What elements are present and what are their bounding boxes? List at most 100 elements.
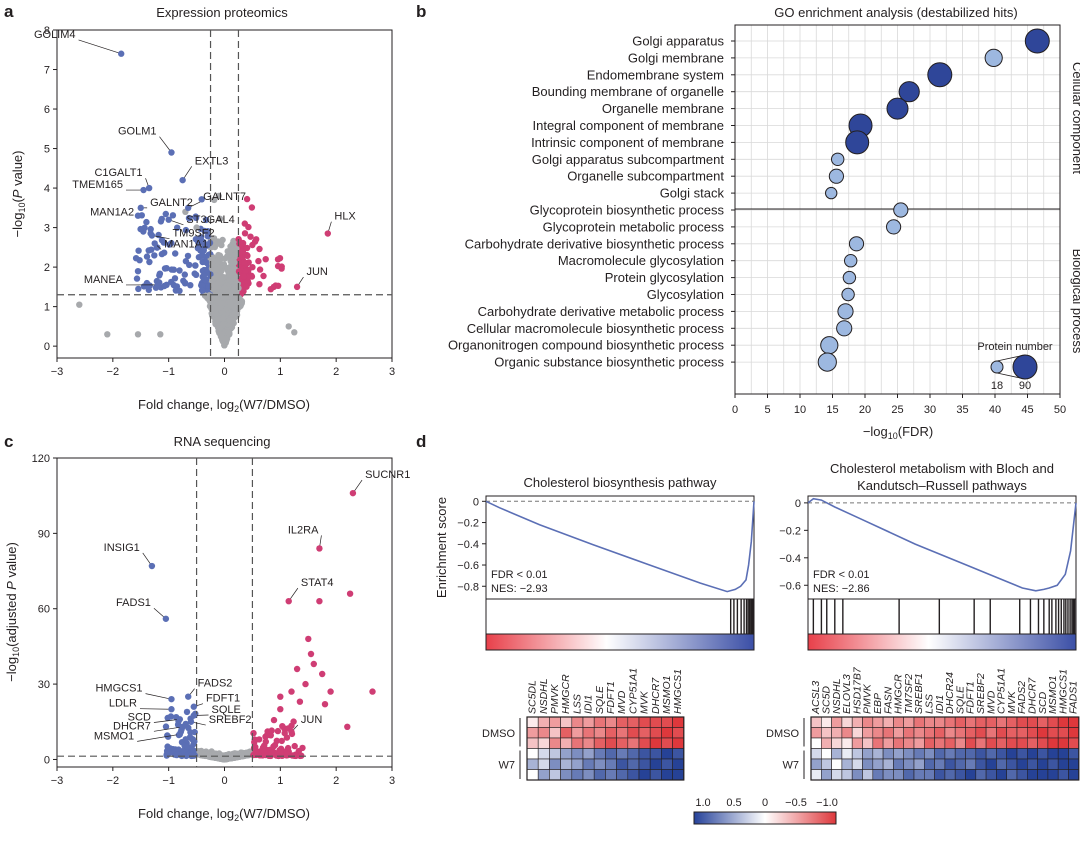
d2-y-tick-label: −0.2: [779, 525, 801, 537]
d2-gene-label: DHCR24: [944, 672, 956, 714]
d2-gene-label: SREBF1: [913, 673, 925, 714]
a-down-point: [140, 283, 148, 290]
a-up-point: [256, 266, 264, 273]
panel-a-x-ticks: −3 −2 −1 0 1 2 3: [51, 358, 395, 378]
a-down-point: [133, 275, 141, 282]
d2-gene-label: MVD: [985, 690, 997, 714]
a-cloud-point: [229, 245, 237, 253]
d1-heat-cell: [661, 727, 673, 739]
a-down-point: [186, 261, 193, 269]
a-cloud-point: [220, 320, 227, 328]
a-down-point: [203, 259, 210, 266]
a-cloud-point: [232, 297, 240, 305]
c-down-point: [187, 729, 194, 736]
d2-heat-cell: [975, 716, 987, 728]
a-x-tick-label: −3: [51, 366, 64, 378]
d1-annotation: NES: −2.93: [491, 583, 548, 595]
c-y-tick-label: 120: [32, 453, 50, 465]
d2-annotation: NES: −2.86: [813, 583, 870, 595]
d2-heat-cell: [841, 769, 853, 781]
b-term-bubble: [886, 97, 909, 120]
c-cloud-point: [215, 754, 222, 761]
c-up-point: [277, 693, 284, 700]
d2-heat-cell: [913, 716, 925, 728]
d2-gene-label: NSDHL: [831, 678, 843, 714]
a-cloud-point: [229, 265, 236, 273]
panel-a-points: [76, 192, 298, 349]
c-up-point: [277, 748, 284, 755]
a-labeled-point: [179, 176, 186, 184]
d2-heat-cell: [1057, 727, 1069, 739]
d2-heat-cell: [810, 748, 822, 760]
d2-gene-label: SREBF2: [975, 673, 987, 714]
d2-heat-cell: [903, 769, 915, 781]
c-up-point: [252, 747, 259, 755]
a-y-tick-label: 8: [44, 25, 50, 37]
d2-heat-cell: [820, 716, 832, 728]
d2-heat-cell: [985, 758, 997, 770]
c-label-leader: [139, 708, 172, 710]
d1-heat-cell: [616, 748, 629, 760]
a-up-point: [267, 286, 274, 293]
d2-heat-cell: [996, 727, 1008, 739]
d2-gene-label: MSMO1: [1047, 675, 1059, 714]
c-x-tick-label: 2: [333, 775, 339, 787]
c-up-point: [262, 733, 269, 740]
d1-gene-label: HMGCS1: [672, 669, 684, 714]
d1-row-label: DMSO: [482, 728, 515, 740]
a-x-tick-label: 1: [277, 366, 283, 378]
legend-connector-top: [996, 354, 1026, 362]
d1-heat-cell: [627, 769, 640, 781]
b-x-tick-label: 35: [956, 404, 968, 416]
d2-heat-cell: [903, 727, 915, 739]
c-down-point: [183, 708, 191, 716]
d1-heat-cell: [526, 716, 539, 728]
c-up-point: [273, 737, 280, 744]
d1-y-tick-label: −0.6: [457, 560, 479, 572]
a-down-point: [192, 271, 200, 278]
b-term-label: Macromolecule glycosylation: [558, 253, 724, 268]
d1-heat-cell: [638, 716, 651, 728]
d2-heat-cell: [882, 769, 894, 781]
a-cloud-point: [216, 252, 224, 259]
d2-heat-cell: [820, 737, 832, 749]
d1-heat-cell: [605, 758, 617, 770]
d2-heat-cell: [923, 737, 935, 749]
d1-heat-cell: [571, 727, 584, 739]
d1-heat-cell: [605, 737, 617, 749]
a-down-point: [176, 267, 183, 274]
d1-heat-cell: [593, 727, 606, 739]
d2-heat-cell: [820, 758, 832, 770]
d2-heat-cell: [872, 737, 884, 749]
a-down-point: [146, 282, 153, 289]
a-down-point: [168, 266, 175, 273]
b-term-label: Glycoprotein biosynthetic process: [530, 203, 725, 218]
c-gene-label: FDFT1: [206, 693, 240, 705]
c-y-tick-label: 60: [38, 604, 50, 616]
c-gene-label: DHCR7: [113, 720, 151, 732]
a-gene-label: TMEM165: [72, 179, 123, 191]
d2-heat-cell: [944, 758, 956, 770]
d2-gene-label: ELOVL3: [841, 674, 853, 714]
d1-heat-cell: [537, 748, 550, 760]
a-up-point: [262, 256, 269, 263]
d2-heat-cell: [810, 727, 822, 739]
d1-gene-label: MVK: [639, 690, 651, 714]
c-cloud-point: [207, 751, 215, 759]
d2-heat-cell: [913, 748, 925, 760]
b-term-bubble: [841, 287, 855, 302]
d2-heat-cell: [1006, 748, 1018, 760]
b-term-bubble: [817, 352, 837, 372]
d1-heat-cell: [526, 727, 539, 739]
d1-heat-cell: [537, 737, 550, 749]
a-cloud-point: [232, 275, 239, 283]
a-down-point: [169, 212, 177, 219]
c-up-point: [274, 727, 282, 735]
d2-gene-label: SCD: [1037, 691, 1049, 714]
d2-gene-label: FADS1: [1068, 681, 1080, 714]
d2-heat-cell: [820, 769, 832, 781]
a-cloud-point: [243, 195, 251, 203]
d2-heat-cell: [862, 737, 874, 749]
d2-heat-cell: [944, 716, 956, 728]
d2-heat-cell: [1037, 769, 1049, 781]
